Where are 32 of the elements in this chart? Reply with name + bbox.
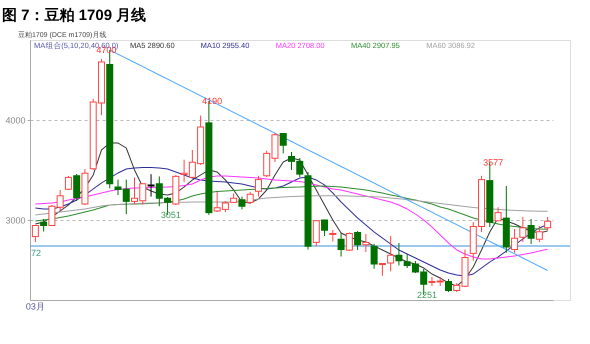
candlestick [329, 230, 336, 242]
annotation: 2251 [416, 290, 438, 300]
candlestick [321, 218, 328, 236]
candlestick [354, 230, 362, 250]
annotation: 72 [31, 248, 42, 258]
annotation: 3577 [483, 157, 504, 168]
candlestick [64, 176, 72, 190]
candlestick [280, 132, 287, 154]
candlestick [40, 218, 48, 232]
candlestick [346, 232, 353, 252]
candlestick [32, 224, 39, 242]
candlestick [312, 220, 320, 246]
candlestick [511, 228, 518, 254]
candlestick [362, 234, 370, 252]
candlestick [246, 191, 254, 204]
annotation: 3051 [160, 210, 181, 220]
candlestick [494, 206, 502, 222]
candlestick [73, 174, 80, 202]
candlestick [370, 243, 378, 270]
candlestick [536, 226, 543, 242]
candlestick [338, 233, 345, 257]
x-tick-label: 03月 [26, 302, 45, 312]
candlestick [528, 218, 535, 244]
candlestick [238, 196, 246, 210]
chart-title: 图 7：豆粕 1709 月线 [2, 7, 146, 24]
candlestick [254, 175, 262, 198]
candlestick [444, 278, 452, 292]
y-tick-label: 3000 [5, 216, 26, 226]
candlestick [544, 216, 552, 231]
candlestick [395, 242, 402, 266]
candlestick [519, 216, 526, 242]
y-tick-label: 4000 [5, 116, 26, 126]
